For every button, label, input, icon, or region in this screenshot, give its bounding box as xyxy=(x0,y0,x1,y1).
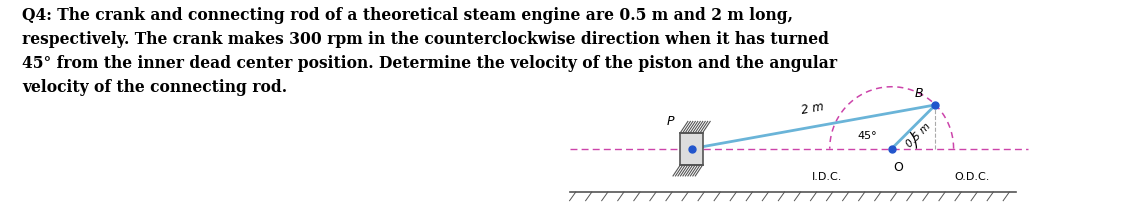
Text: Q4: The crank and connecting rod of a theoretical steam engine are 0.5 m and 2 m: Q4: The crank and connecting rod of a th… xyxy=(22,7,838,96)
Text: O.D.C.: O.D.C. xyxy=(954,172,990,182)
Text: P: P xyxy=(667,115,674,128)
Text: 2 m: 2 m xyxy=(801,100,826,117)
Text: 45°: 45° xyxy=(857,131,876,141)
Text: B: B xyxy=(915,87,924,100)
Bar xyxy=(681,132,703,165)
Text: O: O xyxy=(893,161,902,174)
Text: 0.5 m: 0.5 m xyxy=(903,121,931,149)
Text: I.D.C.: I.D.C. xyxy=(812,172,843,182)
